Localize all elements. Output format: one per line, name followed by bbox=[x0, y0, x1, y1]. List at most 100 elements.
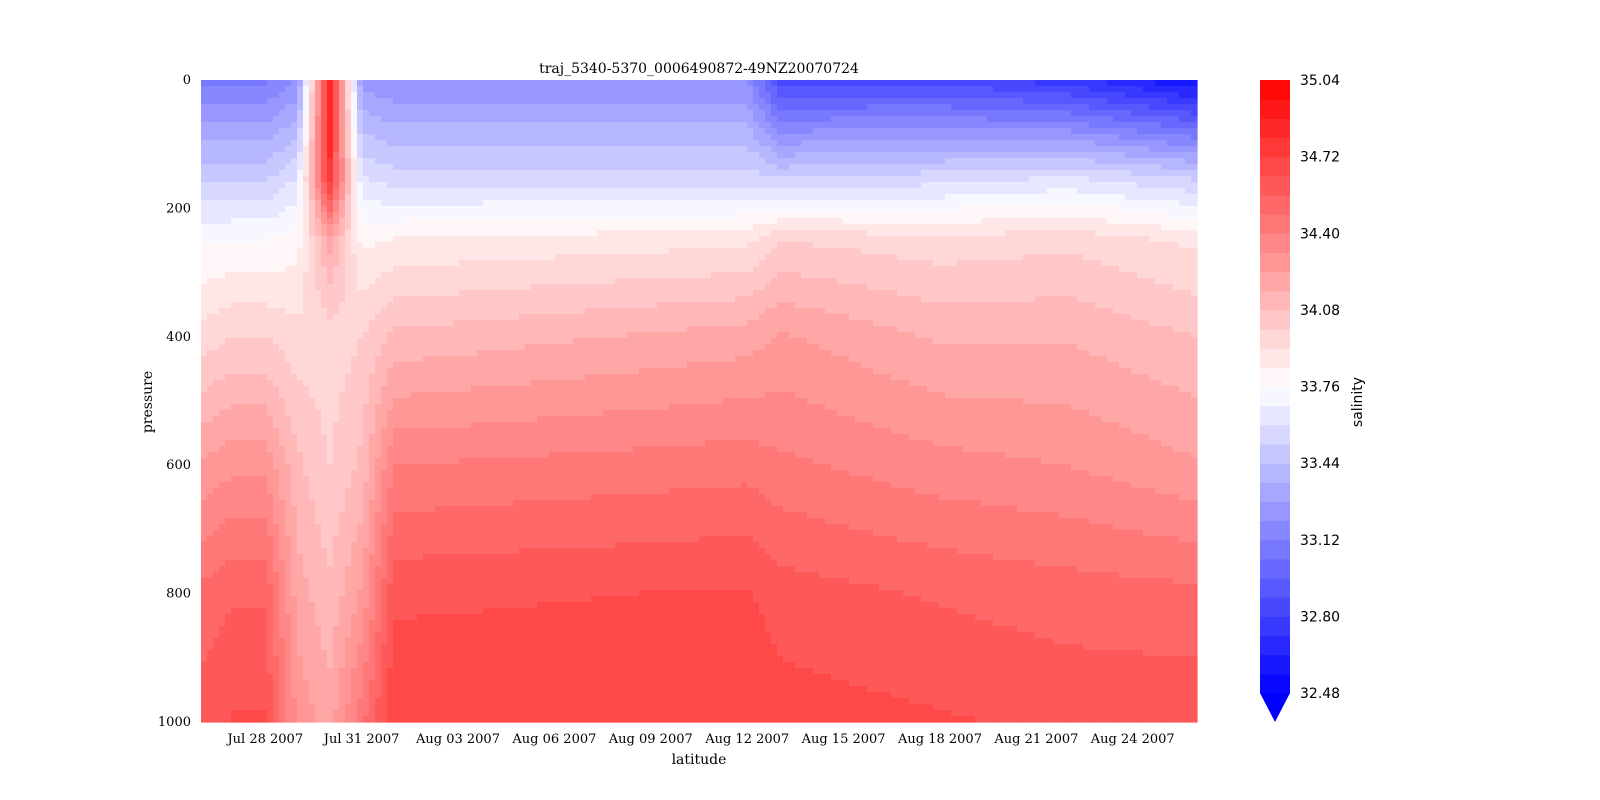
salinity-cell bbox=[321, 152, 328, 159]
salinity-cell bbox=[411, 590, 418, 597]
salinity-cell bbox=[225, 446, 232, 453]
salinity-cell bbox=[423, 320, 430, 327]
salinity-cell bbox=[405, 674, 412, 681]
salinity-cell bbox=[393, 182, 400, 189]
salinity-cell bbox=[393, 644, 400, 651]
salinity-cell bbox=[375, 614, 382, 621]
salinity-cell bbox=[279, 590, 286, 597]
salinity-cell bbox=[333, 434, 340, 441]
salinity-cell bbox=[369, 422, 376, 429]
salinity-cell bbox=[345, 128, 352, 135]
salinity-cell bbox=[243, 578, 250, 585]
salinity-cell bbox=[399, 368, 406, 375]
salinity-cell bbox=[363, 572, 370, 579]
salinity-cell bbox=[303, 326, 310, 333]
salinity-cell bbox=[303, 656, 310, 663]
salinity-cell bbox=[453, 482, 460, 489]
salinity-cell bbox=[327, 614, 334, 621]
salinity-cell bbox=[321, 458, 328, 465]
salinity-cell bbox=[273, 638, 280, 645]
salinity-cell bbox=[201, 416, 208, 423]
salinity-cell bbox=[237, 80, 244, 87]
salinity-cell bbox=[471, 170, 478, 177]
salinity-cell bbox=[465, 566, 472, 573]
salinity-cell bbox=[261, 350, 268, 357]
salinity-cell bbox=[273, 452, 280, 459]
salinity-cell bbox=[327, 134, 334, 141]
salinity-cell bbox=[273, 308, 280, 315]
salinity-cell bbox=[207, 434, 214, 441]
salinity-cell bbox=[231, 374, 238, 381]
salinity-cell bbox=[399, 488, 406, 495]
salinity-cell bbox=[321, 302, 328, 309]
salinity-cell bbox=[393, 356, 400, 363]
salinity-cell bbox=[423, 308, 430, 315]
salinity-cell bbox=[357, 398, 364, 405]
salinity-cell bbox=[357, 236, 364, 243]
salinity-cell bbox=[309, 374, 316, 381]
salinity-cell bbox=[411, 260, 418, 267]
salinity-cell bbox=[405, 506, 412, 513]
salinity-cell bbox=[345, 104, 352, 111]
salinity-cell bbox=[255, 710, 262, 717]
salinity-cell bbox=[279, 614, 286, 621]
salinity-cell bbox=[333, 158, 340, 165]
salinity-cell bbox=[309, 428, 316, 435]
salinity-cell bbox=[285, 482, 292, 489]
salinity-cell bbox=[255, 104, 262, 111]
salinity-cell bbox=[411, 164, 418, 171]
salinity-cell bbox=[267, 86, 274, 93]
salinity-cell bbox=[249, 626, 256, 633]
salinity-cell bbox=[267, 158, 274, 165]
salinity-cell bbox=[405, 140, 412, 147]
salinity-cell bbox=[375, 344, 382, 351]
salinity-cell bbox=[357, 290, 364, 297]
salinity-cell bbox=[327, 644, 334, 651]
salinity-cell bbox=[399, 140, 406, 147]
salinity-cell bbox=[423, 710, 430, 717]
salinity-cell bbox=[435, 506, 442, 513]
salinity-cell bbox=[393, 710, 400, 717]
salinity-cell bbox=[261, 164, 268, 171]
salinity-cell bbox=[345, 506, 352, 513]
salinity-cell bbox=[411, 344, 418, 351]
salinity-cell bbox=[375, 620, 382, 627]
salinity-cell bbox=[231, 164, 238, 171]
salinity-cell bbox=[405, 638, 412, 645]
salinity-cell bbox=[441, 602, 448, 609]
salinity-cell bbox=[225, 416, 232, 423]
salinity-cell bbox=[441, 104, 448, 111]
salinity-cell bbox=[261, 464, 268, 471]
salinity-cell bbox=[231, 206, 238, 213]
salinity-cell bbox=[213, 284, 220, 291]
salinity-cell bbox=[207, 698, 214, 705]
salinity-cell bbox=[441, 710, 448, 717]
salinity-cell bbox=[219, 308, 226, 315]
salinity-cell bbox=[303, 224, 310, 231]
salinity-cell bbox=[435, 242, 442, 249]
salinity-cell bbox=[255, 590, 262, 597]
salinity-cell bbox=[435, 716, 442, 723]
salinity-cell bbox=[399, 296, 406, 303]
salinity-cell bbox=[417, 272, 424, 279]
salinity-cell bbox=[291, 428, 298, 435]
salinity-cell bbox=[417, 320, 424, 327]
salinity-cell bbox=[255, 386, 262, 393]
salinity-cell bbox=[345, 302, 352, 309]
salinity-cell bbox=[375, 104, 382, 111]
salinity-cell bbox=[327, 308, 334, 315]
salinity-cell bbox=[225, 188, 232, 195]
salinity-cell bbox=[375, 680, 382, 687]
salinity-cell bbox=[471, 140, 478, 147]
salinity-cell bbox=[213, 104, 220, 111]
salinity-cell bbox=[255, 92, 262, 99]
salinity-cell bbox=[279, 428, 286, 435]
salinity-cell bbox=[339, 200, 346, 207]
salinity-cell bbox=[339, 422, 346, 429]
salinity-cell bbox=[267, 374, 274, 381]
salinity-cell bbox=[387, 362, 394, 369]
salinity-cell bbox=[447, 350, 454, 357]
salinity-cell bbox=[459, 590, 466, 597]
salinity-cell bbox=[303, 188, 310, 195]
salinity-cell bbox=[399, 626, 406, 633]
